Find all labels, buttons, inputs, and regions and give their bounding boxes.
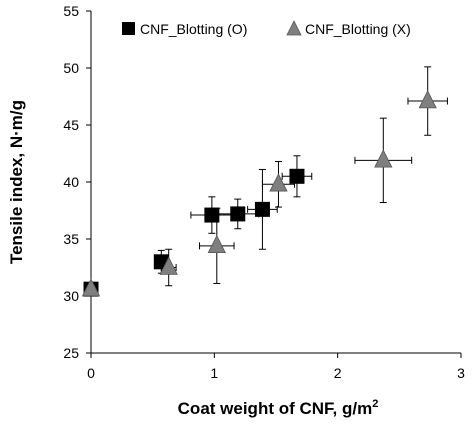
data-point-triangle xyxy=(159,256,178,275)
x-tick-label: 1 xyxy=(210,365,218,381)
x-axis-title: Coat weight of CNF, g/m2 xyxy=(178,398,379,418)
legend-label-series-1: CNF_Blotting (O) xyxy=(140,21,247,37)
data-point-triangle xyxy=(418,89,437,109)
legend: CNF_Blotting (O) CNF_Blotting (X) xyxy=(122,20,411,37)
data-markers xyxy=(81,89,437,297)
y-tick-label: 35 xyxy=(63,231,79,247)
y-axis-title: Tensile index, N·m/g xyxy=(7,100,26,264)
y-tick-label: 30 xyxy=(63,288,79,304)
data-point-triangle xyxy=(81,278,101,297)
data-point-triangle xyxy=(207,234,226,254)
y-tick-label: 25 xyxy=(63,345,79,361)
x-tick-label: 3 xyxy=(457,365,465,381)
data-point-square xyxy=(230,206,246,222)
legend-square-marker xyxy=(122,22,135,35)
x-tick-label: 0 xyxy=(87,365,95,381)
legend-triangle-marker xyxy=(286,20,302,36)
axis-ticks: 25 30 35 40 45 50 55 0 1 2 3 xyxy=(63,3,465,381)
y-tick-label: 50 xyxy=(63,60,79,76)
y-tick-label: 45 xyxy=(63,117,79,133)
data-point-triangle xyxy=(269,173,288,192)
y-tick-label: 55 xyxy=(63,3,79,19)
data-point-square xyxy=(289,168,305,184)
y-tick-label: 40 xyxy=(63,174,79,190)
data-point-square xyxy=(254,201,270,217)
legend-label-series-2: CNF_Blotting (X) xyxy=(305,21,411,37)
data-point-square xyxy=(204,207,220,223)
x-tick-label: 2 xyxy=(334,365,342,381)
error-bars xyxy=(157,66,448,287)
data-point-triangle xyxy=(374,149,393,168)
